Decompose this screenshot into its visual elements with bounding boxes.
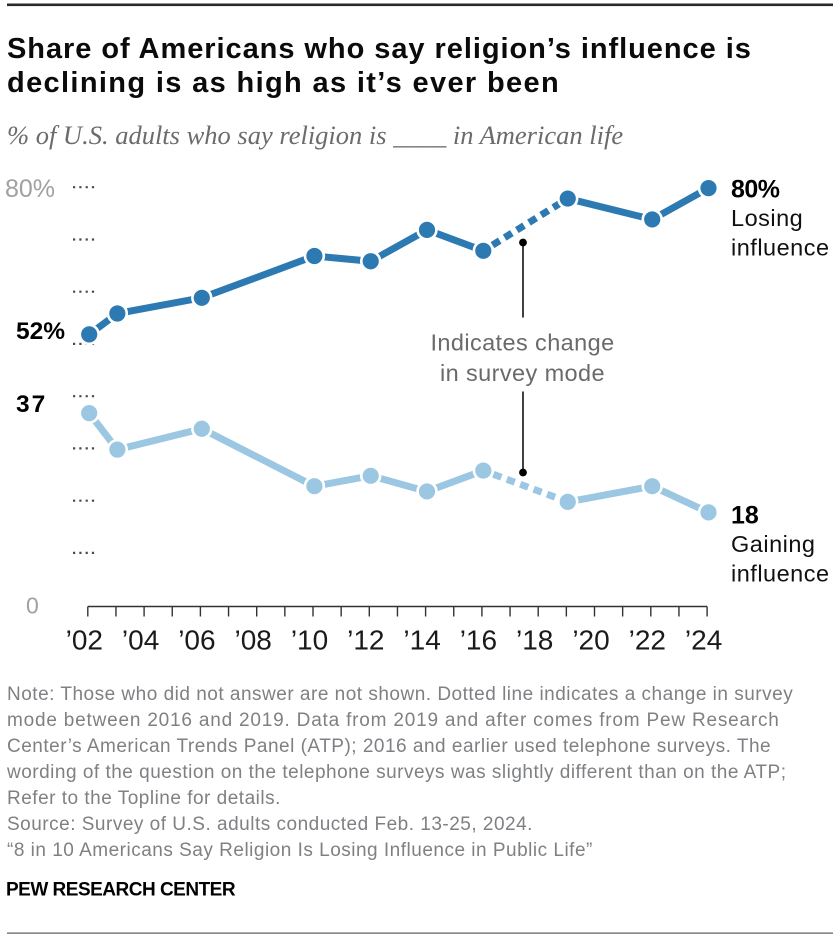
svg-text:% of U.S. adults who say relig: % of U.S. adults who say religion is ___… <box>7 120 623 150</box>
svg-text:’10: ’10 <box>291 625 328 656</box>
svg-text:37: 37 <box>16 391 47 418</box>
svg-text:Source: Survey of U.S. adults: Source: Survey of U.S. adults conducted … <box>7 814 533 835</box>
svg-text:Gaining: Gaining <box>731 531 816 557</box>
svg-text:Refer to the Topline for detai: Refer to the Topline for details. <box>7 788 281 809</box>
svg-text:in survey mode: in survey mode <box>440 360 605 386</box>
svg-text:80%: 80% <box>5 175 55 203</box>
svg-text:52%: 52% <box>16 318 65 345</box>
svg-text:’12: ’12 <box>347 625 384 656</box>
svg-text:’02: ’02 <box>66 625 103 656</box>
svg-text:influence: influence <box>731 561 830 587</box>
svg-text:Losing: Losing <box>731 205 803 231</box>
svg-text:Share of Americans who say rel: Share of Americans who say religion’s in… <box>7 33 752 65</box>
svg-text:’14: ’14 <box>403 625 440 656</box>
svg-text:18: 18 <box>731 502 759 530</box>
svg-text:“8 in 10 Americans Say Religio: “8 in 10 Americans Say Religion Is Losin… <box>7 840 593 861</box>
svg-text:PEW RESEARCH CENTER: PEW RESEARCH CENTER <box>6 880 236 901</box>
svg-text:80%: 80% <box>731 176 780 204</box>
svg-text:declining is as high as it’s e: declining is as high as it’s ever been <box>7 67 560 99</box>
svg-text:’22: ’22 <box>629 625 666 656</box>
svg-text:’20: ’20 <box>572 625 609 656</box>
svg-text:’24: ’24 <box>685 625 722 656</box>
svg-text:Note: Those who did not answer: Note: Those who did not answer are not s… <box>7 684 793 705</box>
svg-text:Center’s American Trends Panel: Center’s American Trends Panel (ATP); 20… <box>7 736 771 757</box>
svg-text:’06: ’06 <box>178 625 215 656</box>
svg-text:mode between 2016 and 2019. Da: mode between 2016 and 2019. Data from 20… <box>7 710 780 731</box>
svg-text:’08: ’08 <box>235 625 272 656</box>
svg-text:Indicates change: Indicates change <box>430 330 614 356</box>
svg-text:’16: ’16 <box>460 625 497 656</box>
svg-text:influence: influence <box>731 235 830 261</box>
svg-text:wording of the question on the: wording of the question on the telephone… <box>6 762 786 783</box>
svg-text:0: 0 <box>26 593 39 619</box>
svg-text:’04: ’04 <box>122 625 159 656</box>
svg-text:’18: ’18 <box>516 625 553 656</box>
